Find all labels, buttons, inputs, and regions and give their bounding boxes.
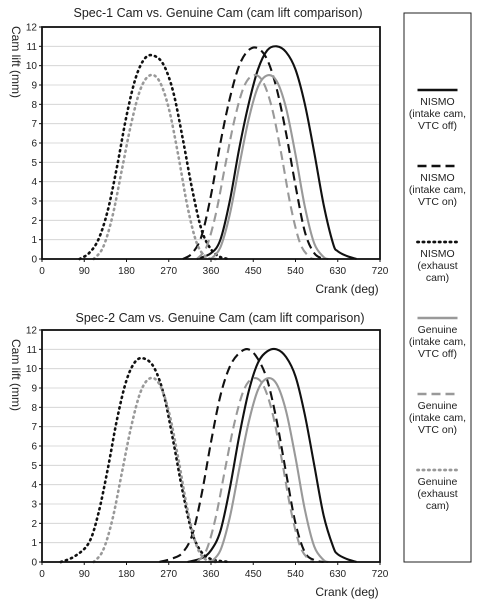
legend-label-1: (intake cam, — [409, 108, 466, 120]
chart-1-ytick-label: 9 — [31, 81, 37, 92]
chart-1-series-5-line — [196, 74, 315, 261]
chart-1-xtick-label: 720 — [372, 266, 389, 277]
chart-2-xtick-label: 630 — [329, 569, 346, 580]
legend-label-3: cam) — [426, 272, 449, 284]
chart-2-xtick-label: 540 — [287, 569, 304, 580]
chart-1-ytick-label: 6 — [31, 139, 37, 150]
chart-1-ytick-label: 8 — [31, 100, 37, 111]
legend-label-6: (exhaust — [417, 488, 457, 500]
chart-1-xlabel: Crank (deg) — [315, 282, 378, 296]
chart-2-ylabel: Cam lift (mm) — [9, 339, 23, 411]
legend-label-5: Genuine — [418, 400, 458, 412]
chart-1-xtick-label: 540 — [287, 266, 304, 277]
chart-2-ytick-label: 7 — [31, 422, 37, 433]
chart-2-xtick-label: 450 — [245, 569, 262, 580]
chart-1-series-1-line — [196, 45, 357, 261]
legend-label-6: cam) — [426, 500, 449, 512]
chart-2-xlabel: Crank (deg) — [315, 585, 378, 599]
chart-1-xtick-label: 0 — [39, 266, 45, 277]
legend-label-4: VTC off) — [418, 348, 457, 360]
chart-2-series-3-line — [59, 356, 232, 564]
chart-2-ytick-label: 4 — [31, 480, 37, 491]
legend-label-2: VTC on) — [418, 196, 457, 208]
chart-1-series-6-line — [92, 73, 217, 261]
chart-2-ytick-label: 0 — [31, 558, 37, 569]
chart-2-xtick-label: 180 — [118, 569, 135, 580]
chart-1-ytick-label: 11 — [27, 42, 38, 53]
chart-1-ytick-label: 5 — [31, 158, 37, 169]
legend-label-4: Genuine — [418, 324, 458, 336]
chart-2-ytick-label: 3 — [31, 500, 37, 511]
chart-1-title: Spec-1 Cam vs. Genuine Cam (cam lift com… — [74, 6, 363, 20]
chart-1-ytick-label: 0 — [31, 255, 37, 266]
chart-2-series-6-line — [92, 376, 217, 564]
chart-1-xtick-label: 450 — [245, 266, 262, 277]
chart-2-title: Spec-2 Cam vs. Genuine Cam (cam lift com… — [76, 311, 365, 325]
chart-1-xtick-label: 360 — [203, 266, 220, 277]
chart-2-xtick-label: 90 — [79, 569, 91, 580]
chart-1-ytick-label: 1 — [31, 235, 37, 246]
chart-1-ytick-label: 3 — [31, 197, 37, 208]
chart-2-ytick-label: 8 — [31, 403, 37, 414]
chart-1-ytick-label: 10 — [26, 61, 38, 72]
legend-label-3: (exhaust — [417, 260, 457, 272]
legend-box — [403, 12, 472, 563]
chart-2-series-1-line — [187, 347, 357, 564]
chart-1-series-4-line — [210, 74, 329, 261]
chart-2-ytick-label: 5 — [31, 461, 37, 472]
chart-2-series-2-line — [159, 348, 324, 564]
chart-1-xtick-label: 270 — [160, 266, 177, 277]
legend-label-3: NISMO — [420, 248, 454, 260]
chart-2-ytick-label: 2 — [31, 519, 37, 530]
chart-2-ytick-label: 9 — [31, 384, 37, 395]
chart-2-ytick-label: 11 — [27, 345, 38, 356]
legend-label-1: NISMO — [420, 96, 454, 108]
chart-1-xtick-label: 90 — [79, 266, 91, 277]
legend-label-1: VTC off) — [418, 120, 457, 132]
chart-2-ytick-label: 10 — [26, 364, 38, 375]
legend-label-5: VTC on) — [418, 424, 457, 436]
chart-1-ytick-label: 7 — [31, 119, 37, 130]
chart-2-ytick-label: 12 — [26, 326, 38, 337]
chart-2-xtick-label: 720 — [372, 569, 389, 580]
legend-label-6: Genuine — [418, 476, 458, 488]
legend: NISMO(intake cam,VTC off)NISMO(intake ca… — [409, 88, 466, 512]
chart-2-ytick-label: 6 — [31, 442, 37, 453]
chart-1-ytick-label: 12 — [26, 23, 38, 34]
chart-2-ytick-label: 1 — [31, 538, 37, 549]
legend-label-4: (intake cam, — [409, 336, 466, 348]
chart-2-series-4-line — [210, 377, 329, 564]
chart-2-series-5-line — [196, 377, 315, 564]
legend-label-2: (intake cam, — [409, 184, 466, 196]
chart-1-ytick-label: 2 — [31, 216, 37, 227]
chart-1-xtick-label: 180 — [118, 266, 135, 277]
legend-label-5: (intake cam, — [409, 412, 466, 424]
chart-1-xtick-label: 630 — [329, 266, 346, 277]
chart-1-series-3-line — [78, 53, 232, 261]
legend-label-2: NISMO — [420, 172, 454, 184]
chart-1-ytick-label: 4 — [31, 177, 37, 188]
chart-1-ylabel: Cam lift (mm) — [9, 26, 23, 98]
chart-1-series-2-line — [182, 46, 325, 260]
chart-2-xtick-label: 360 — [203, 569, 220, 580]
chart-2-xtick-label: 0 — [39, 569, 45, 580]
chart-2-xtick-label: 270 — [160, 569, 177, 580]
